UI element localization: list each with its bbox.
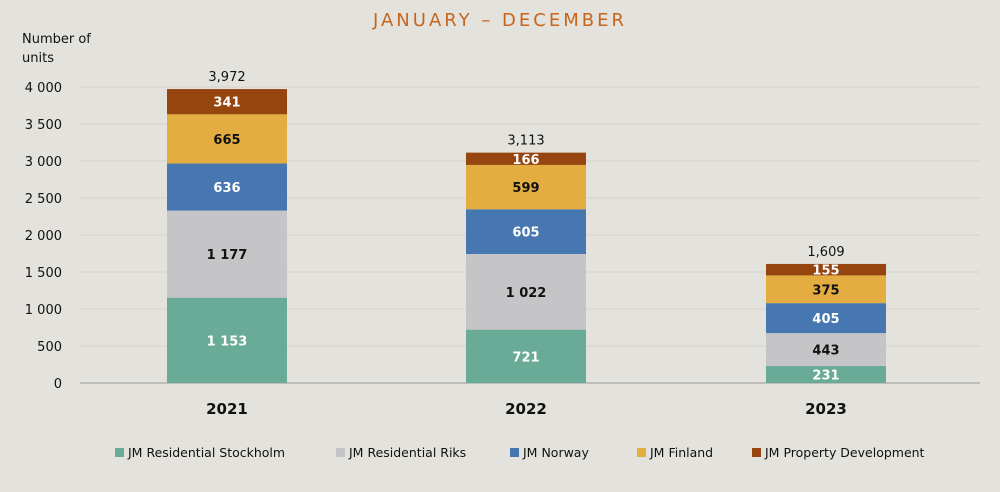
bar-segment [167,297,287,383]
total-label: 3,113 [507,134,544,149]
y-tick-label: 2 500 [25,192,62,207]
bar-segment [766,275,886,304]
legend-swatch [336,448,345,457]
data-label: 1 177 [207,248,248,263]
data-label: 375 [812,283,839,298]
data-label: 599 [512,181,539,196]
y-tick-label: 3 000 [25,155,62,170]
bar-segment [167,163,287,211]
bar-segment [466,329,586,383]
bar-segment [466,254,586,330]
bar-segment [167,114,287,164]
y-tick-label: 1 000 [25,303,62,318]
legend-swatch [510,448,519,457]
total-label: 1,609 [807,245,844,260]
legend-label: JM Property Development [764,445,925,460]
bar-segment [167,89,287,115]
data-label: 665 [213,133,240,148]
legend-swatch [752,448,761,457]
data-label: 405 [812,312,839,327]
y-axis-label: Number of units [22,32,91,66]
bar-segment [766,365,886,383]
data-label: 721 [512,350,539,365]
legend-label: JM Finland [649,445,713,460]
y-tick-label: 3 500 [25,118,62,133]
data-label: 341 [213,96,240,111]
legend-swatch [637,448,646,457]
legend-swatch [115,448,124,457]
y-tick-label: 1 500 [25,266,62,281]
bar-segment [167,210,287,298]
bar-segment [766,303,886,334]
x-tick-label: 2022 [505,400,547,418]
y-tick-label: 4 000 [25,81,62,96]
total-label: 3,972 [208,70,245,85]
data-label: 1 022 [506,286,547,301]
data-label: 443 [812,344,839,359]
data-label: 231 [812,368,839,383]
data-label: 155 [812,264,839,279]
data-label: 166 [512,153,539,168]
y-tick-label: 2 000 [25,229,62,244]
chart-subtitle: JANUARY – DECEMBER [373,10,627,31]
bar-segment [766,333,886,366]
data-label: 636 [213,181,240,196]
bar-segment [766,263,886,276]
data-label: 605 [512,226,539,241]
x-tick-label: 2021 [206,400,248,418]
legend-label: JM Residential Stockholm [127,445,285,460]
bar-segment [466,152,586,165]
bar-segment [466,209,586,255]
data-label: 1 153 [207,334,248,349]
legend-label: JM Norway [522,445,589,460]
legend-label: JM Residential Riks [348,445,466,460]
x-tick-label: 2023 [805,400,847,418]
y-tick-label: 0 [54,377,62,392]
y-tick-label: 500 [37,340,62,355]
bar-segment [466,164,586,210]
